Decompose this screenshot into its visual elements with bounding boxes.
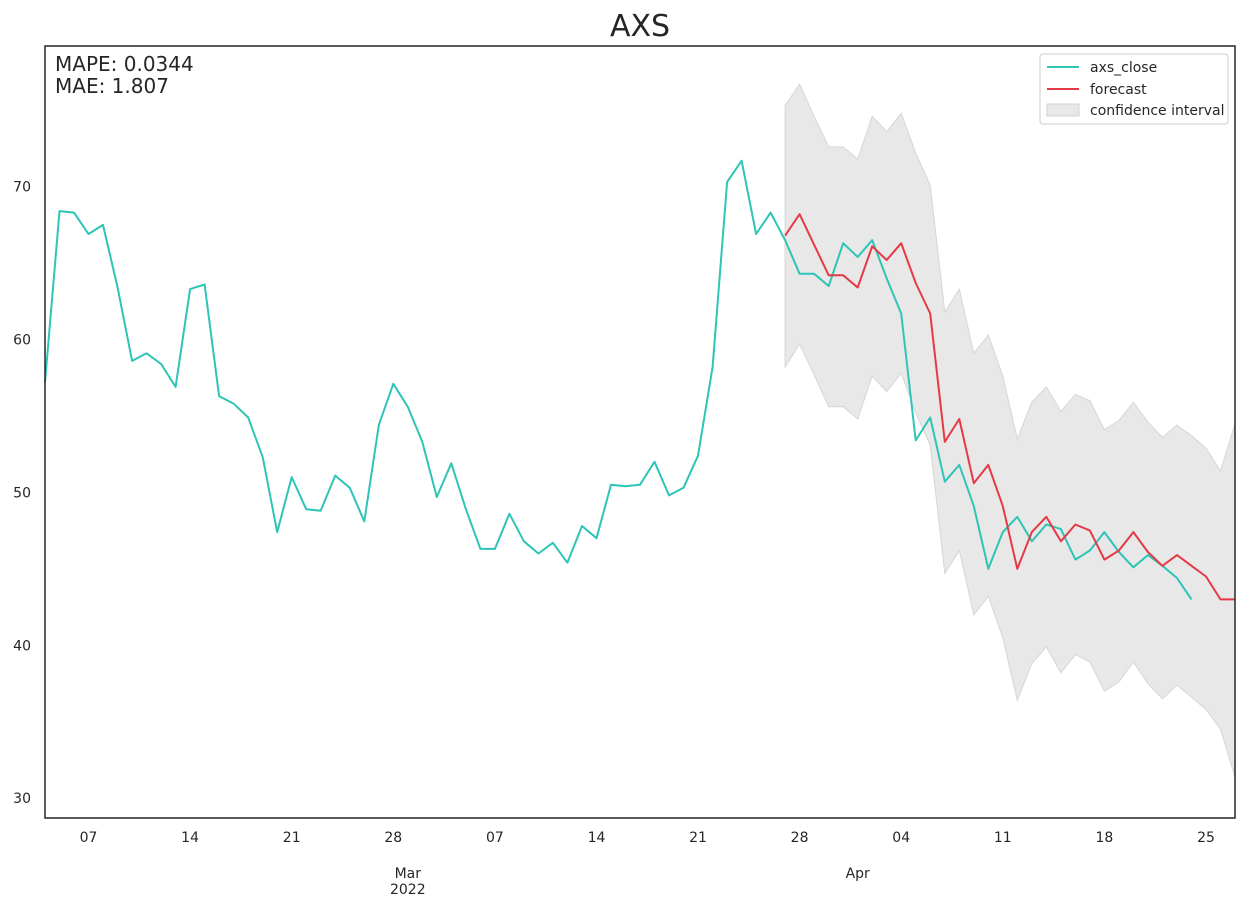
x-tick-label: 21: [283, 830, 301, 846]
legend-box: [1039, 53, 1229, 125]
legend-label-forecast: forecast: [1090, 82, 1147, 98]
x-major-label: Mar: [395, 866, 422, 882]
x-tick-label: 11: [994, 830, 1012, 846]
chart-title: AXS: [610, 9, 670, 44]
series-line-axs-close: [44, 159, 1193, 600]
y-tick-label: 30: [13, 791, 31, 807]
x-tick-label: 28: [791, 830, 809, 846]
legend-label-axs-close: axs_close: [1090, 60, 1157, 76]
x-major-label: Apr: [846, 866, 870, 882]
y-tick-label: 50: [13, 485, 31, 501]
x-tick-label: 18: [1095, 830, 1113, 846]
y-tick-label: 70: [13, 180, 31, 196]
x-tick-label: 14: [181, 830, 199, 846]
legend-swatch-confidence-interval: [1046, 103, 1080, 117]
y-tick-label: 40: [13, 638, 31, 654]
legend: axs_close forecast confidence interval: [1039, 53, 1229, 125]
x-tick-label: 28: [384, 830, 402, 846]
x-tick-label: 25: [1197, 830, 1215, 846]
confidence-interval-band: [784, 83, 1236, 777]
mape-annotation: MAPE: 0.0344: [55, 52, 194, 76]
y-tick-label: 60: [13, 333, 31, 349]
plot-frame: [44, 45, 1236, 819]
legend-label-confidence-interval: confidence interval: [1090, 103, 1224, 119]
x-tick-label: 21: [689, 830, 707, 846]
x-tick-label: 07: [486, 830, 504, 846]
mae-annotation: MAE: 1.807: [55, 74, 169, 98]
x-tick-label: 07: [80, 830, 98, 846]
x-major-label: 2022: [390, 882, 426, 898]
x-tick-label: 14: [588, 830, 606, 846]
x-tick-label: 04: [892, 830, 910, 846]
series-line-forecast: [784, 213, 1235, 601]
